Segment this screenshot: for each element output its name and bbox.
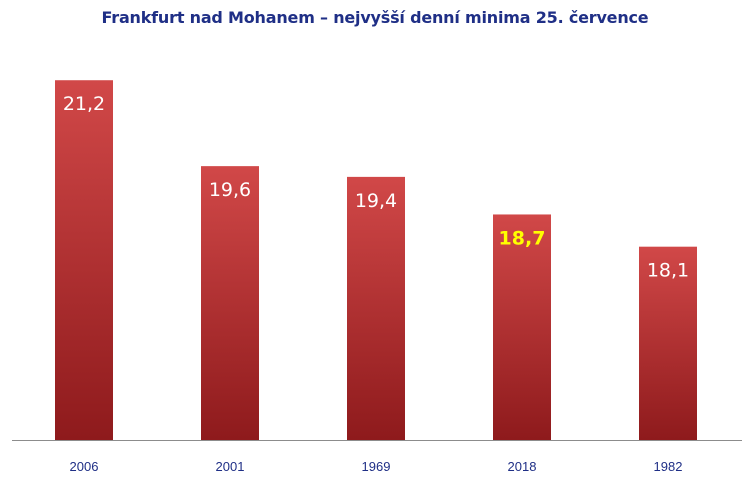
data-label-1969: 19,4 — [355, 190, 397, 212]
x-tick-label-2001: 2001 — [216, 459, 245, 474]
x-tick-label-1982: 1982 — [654, 459, 683, 474]
bar-2006 — [55, 80, 113, 440]
x-tick-label-2006: 2006 — [70, 459, 99, 474]
data-label-2001: 19,6 — [209, 179, 251, 201]
data-label-2006: 21,2 — [63, 93, 105, 115]
data-label-1982: 18,1 — [647, 260, 689, 282]
bar-1969 — [347, 176, 405, 440]
bar-2001 — [201, 166, 259, 440]
bar-2018 — [493, 214, 551, 440]
x-tick-label-2018: 2018 — [508, 459, 537, 474]
data-label-2018: 18,7 — [499, 227, 546, 249]
x-tick-label-1969: 1969 — [362, 459, 391, 474]
bar-1982 — [639, 246, 697, 440]
chart-title: Frankfurt nad Mohanem – nejvyšší denní m… — [101, 8, 649, 27]
